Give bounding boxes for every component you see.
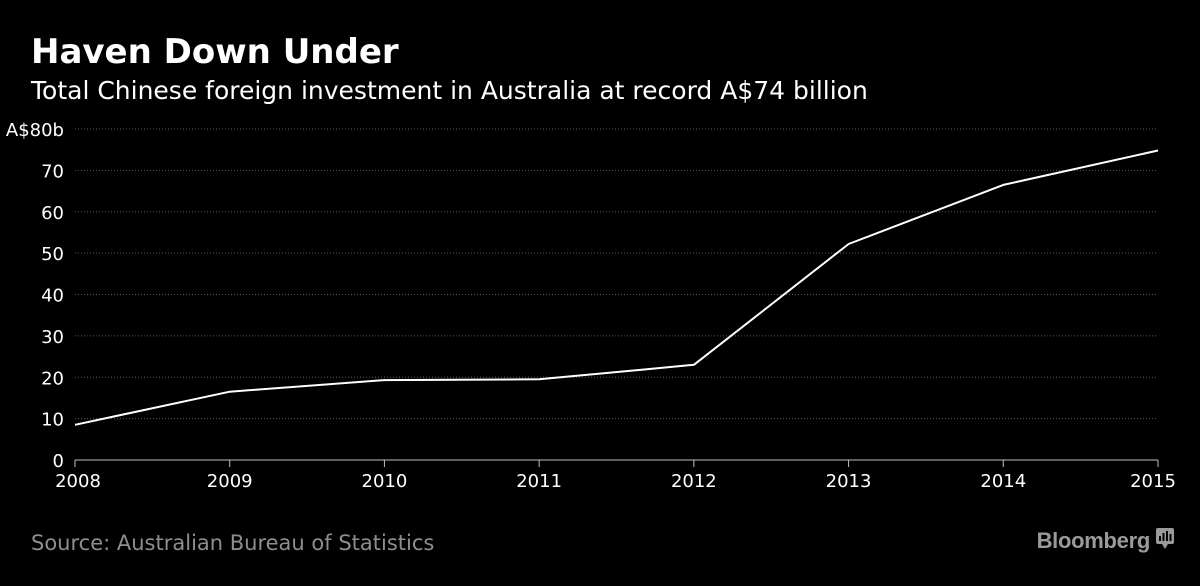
x-tick-label: 2013 [826,471,872,492]
x-axis [74,459,1159,467]
x-tick-label: 2009 [207,471,253,492]
gridlines [75,128,1158,420]
x-tick-label: 2014 [980,471,1026,492]
x-tick-label: 2010 [362,471,408,492]
x-tick-label: 2008 [55,471,101,492]
y-tick-label: A$80b [6,120,64,141]
x-tick-label: 2012 [671,471,717,492]
y-tick-label: 40 [41,286,64,307]
y-tick-label: 30 [41,327,64,348]
y-axis-tick-labels: 0 10 20 30 40 50 60 70 A$80b [6,120,64,472]
source-note: Source: Australian Bureau of Statistics [31,531,435,555]
y-tick-label: 0 [53,451,64,472]
series-line [74,149,1159,426]
brand-mark: Bloomberg [1037,526,1174,556]
chart-title: Haven Down Under [31,32,399,72]
y-tick-label: 50 [41,244,64,265]
y-tick-label: 70 [41,161,64,182]
x-axis-tick-labels: 2008 2009 2010 2011 2012 2013 2014 2015 [55,471,1176,492]
bloomberg-logo-icon [1156,528,1174,554]
y-tick-label: 10 [41,410,64,431]
chart-subtitle: Total Chinese foreign investment in Aust… [31,76,868,105]
x-tick-label: 2011 [516,471,562,492]
series-layer [74,149,1159,426]
x-tick-label: 2015 [1130,471,1176,492]
y-tick-label: 60 [41,203,64,224]
brand-name: Bloomberg [1036,528,1151,553]
y-tick-label: 20 [41,368,64,389]
